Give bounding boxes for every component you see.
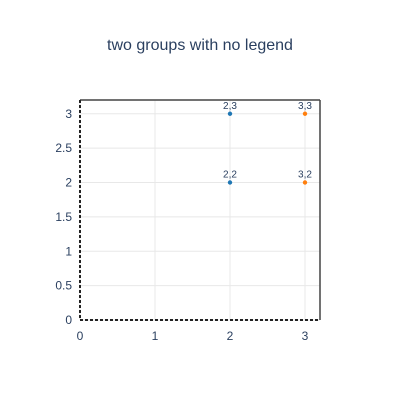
- chart-title: two groups with no legend: [107, 37, 293, 54]
- grid-lines: [79, 100, 320, 321]
- x-tick-label-2: 2: [227, 329, 234, 343]
- y-tick-label-2: 1: [65, 244, 72, 258]
- y-tick-label-1: 0.5: [55, 279, 72, 293]
- y-tick-label-5: 2.5: [55, 141, 72, 155]
- x-tick-label-0: 0: [77, 329, 84, 343]
- data-point-series-0-1: [227, 180, 233, 185]
- data-point-series-1-0: [302, 111, 308, 116]
- axes: [79, 99, 321, 321]
- data-label-series-1-0: 3,3: [298, 101, 312, 112]
- y-tick-label-0: 0: [65, 313, 72, 327]
- y-tick-label-4: 2: [65, 176, 72, 190]
- x-tick-label-1: 1: [152, 329, 159, 343]
- data-points: [227, 111, 308, 185]
- y-tick-label-6: 3: [65, 107, 72, 121]
- data-label-series-0-0: 2,3: [223, 101, 237, 112]
- y-axis-ticks: 0 0.5 1 1.5 2 2.5 3: [55, 107, 72, 327]
- data-point-series-0-0: [227, 111, 233, 116]
- y-tick-label-3: 1.5: [55, 210, 72, 224]
- data-labels: 2,3 2,2 3,3 3,2: [223, 101, 312, 181]
- x-axis-ticks: 0 1 2 3: [77, 329, 309, 343]
- data-label-series-1-1: 3,2: [298, 170, 312, 181]
- data-point-series-1-1: [302, 180, 308, 185]
- x-tick-label-3: 3: [302, 329, 309, 343]
- data-label-series-0-1: 2,2: [223, 170, 237, 181]
